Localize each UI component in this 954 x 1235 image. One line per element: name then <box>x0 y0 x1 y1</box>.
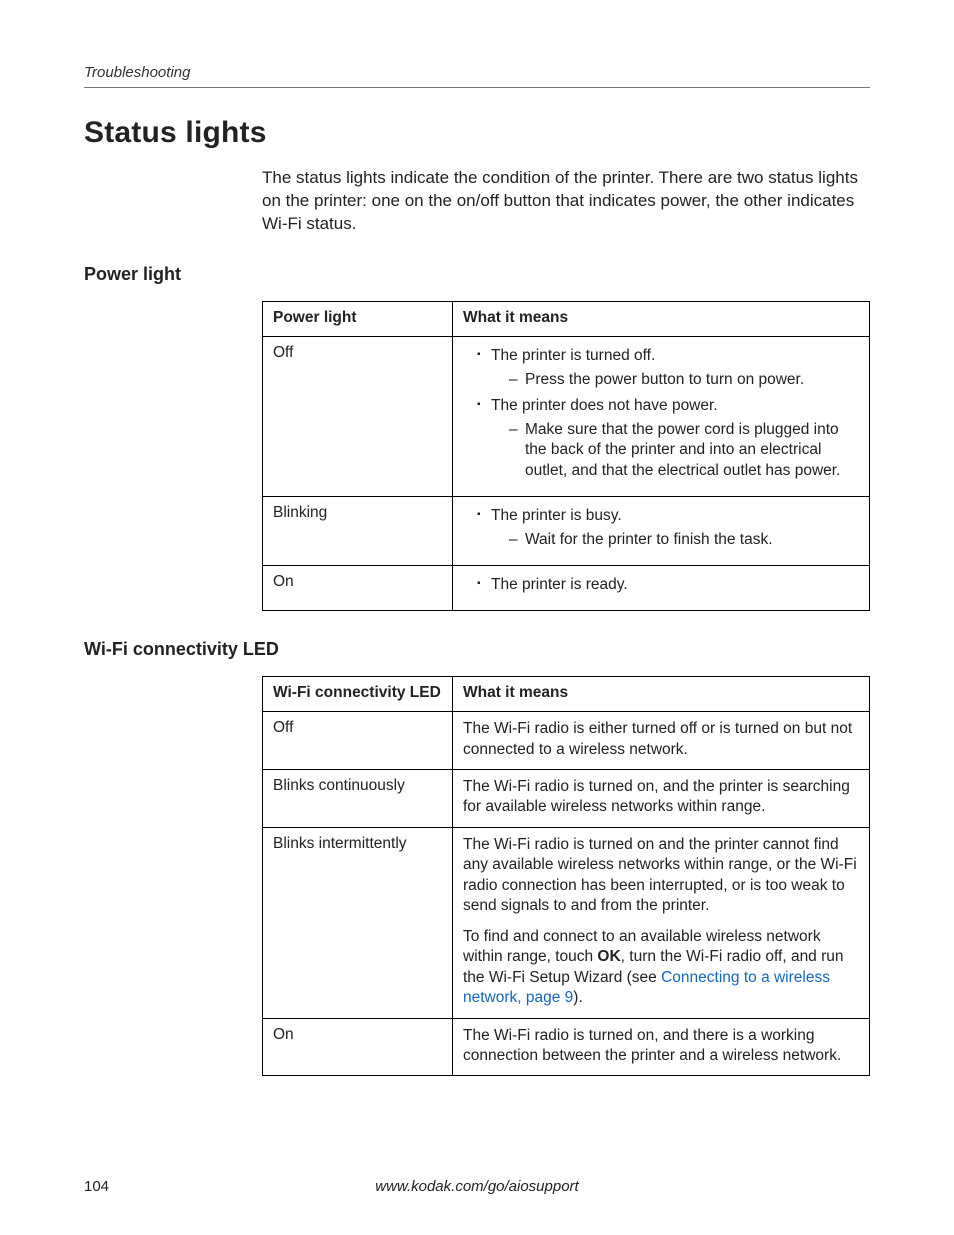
footer-url: www.kodak.com/go/aiosupport <box>84 1178 870 1195</box>
text-run: ). <box>573 989 582 1006</box>
list-item-text: The printer is busy. <box>491 507 622 524</box>
subhead-power-light: Power light <box>84 264 870 285</box>
table-cell-label: Blinks continuously <box>263 769 453 827</box>
table-row: On The Wi-Fi radio is turned on, and the… <box>263 1018 870 1076</box>
table-cell-meaning: The Wi-Fi radio is turned on and the pri… <box>453 827 870 1018</box>
table-cell-meaning: The printer is turned off. Press the pow… <box>453 336 870 496</box>
cell-paragraph: To find and connect to an available wire… <box>463 927 859 1009</box>
table-row: Blinks intermittently The Wi-Fi radio is… <box>263 827 870 1018</box>
table-cell-label: Blinking <box>263 496 453 565</box>
list-subitem: Press the power button to turn on power. <box>509 370 859 390</box>
list-item-text: The printer is turned off. <box>491 347 655 364</box>
cell-paragraph: The Wi-Fi radio is turned on, and there … <box>463 1026 859 1067</box>
cell-paragraph: The Wi-Fi radio is turned on and the pri… <box>463 835 859 917</box>
table-cell-meaning: The Wi-Fi radio is turned on, and the pr… <box>453 769 870 827</box>
table-row: Off The Wi-Fi radio is either turned off… <box>263 712 870 770</box>
cell-paragraph: The Wi-Fi radio is turned on, and the pr… <box>463 777 859 818</box>
table-header: What it means <box>453 301 870 336</box>
table-header: Power light <box>263 301 453 336</box>
table-row: Off The printer is turned off. Press the… <box>263 336 870 496</box>
table-header: What it means <box>453 677 870 712</box>
document-page: Troubleshooting Status lights The status… <box>0 0 954 1235</box>
table-cell-meaning: The Wi-Fi radio is turned on, and there … <box>453 1018 870 1076</box>
intro-paragraph: The status lights indicate the condition… <box>262 167 870 236</box>
table-cell-meaning: The printer is ready. <box>453 565 870 610</box>
table-row: Blinking The printer is busy. Wait for t… <box>263 496 870 565</box>
table-cell-meaning: The Wi-Fi radio is either turned off or … <box>453 712 870 770</box>
table-header: Wi-Fi connectivity LED <box>263 677 453 712</box>
list-item: The printer does not have power. Make su… <box>477 396 859 481</box>
table-cell-label: Off <box>263 712 453 770</box>
cell-paragraph: The Wi-Fi radio is either turned off or … <box>463 719 859 760</box>
running-head: Troubleshooting <box>84 64 870 88</box>
table-cell-label: On <box>263 565 453 610</box>
table-cell-label: Blinks intermittently <box>263 827 453 1018</box>
text-bold: OK <box>597 948 620 965</box>
table-row: On The printer is ready. <box>263 565 870 610</box>
list-item: The printer is ready. <box>477 575 859 595</box>
table-row: Blinks continuously The Wi-Fi radio is t… <box>263 769 870 827</box>
table-cell-meaning: The printer is busy. Wait for the printe… <box>453 496 870 565</box>
power-light-table: Power light What it means Off The printe… <box>262 301 870 611</box>
section-title: Status lights <box>84 116 870 150</box>
list-subitem: Make sure that the power cord is plugged… <box>509 420 859 480</box>
list-subitem: Wait for the printer to finish the task. <box>509 530 859 550</box>
table-cell-label: On <box>263 1018 453 1076</box>
list-item-text: The printer does not have power. <box>491 397 718 414</box>
wifi-led-table: Wi-Fi connectivity LED What it means Off… <box>262 676 870 1076</box>
subhead-wifi-led: Wi-Fi connectivity LED <box>84 639 870 660</box>
list-item: The printer is busy. Wait for the printe… <box>477 506 859 550</box>
page-footer: 104 www.kodak.com/go/aiosupport <box>84 1178 870 1195</box>
list-item: The printer is turned off. Press the pow… <box>477 346 859 390</box>
table-cell-label: Off <box>263 336 453 496</box>
